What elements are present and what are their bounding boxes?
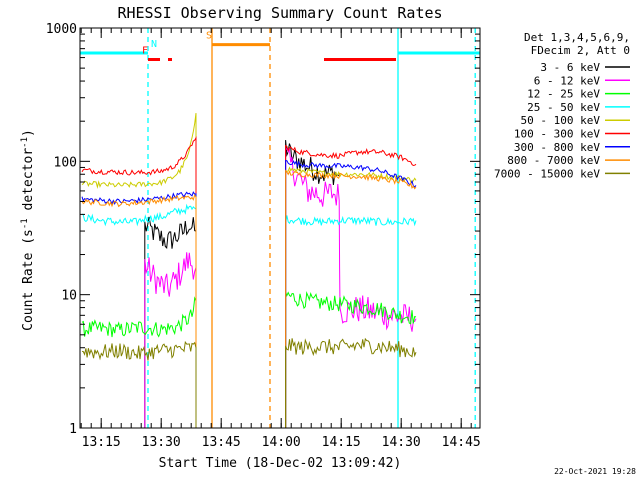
series-line-7-post xyxy=(285,169,417,428)
event-bar-label-4: S xyxy=(206,31,212,42)
legend-label-8: 7000 - 15000 keV xyxy=(494,167,600,180)
series-line-1-post xyxy=(285,147,417,428)
y-tick-label-3: 1000 xyxy=(46,22,77,37)
legend-label-5: 100 - 300 keV xyxy=(514,128,600,141)
x-tick-label-3: 14:00 xyxy=(262,435,301,450)
series-line-8-post xyxy=(285,337,417,428)
footer-date: 22-Oct-2021 19:28 xyxy=(554,467,636,476)
series-line-7-pre xyxy=(81,193,197,428)
series-line-3-post xyxy=(285,215,417,428)
legend-label-4: 50 - 100 keV xyxy=(521,114,601,127)
y-label-part2: detector xyxy=(21,148,36,219)
x-tick-label-6: 14:45 xyxy=(442,435,481,450)
series-line-1-pre xyxy=(144,252,197,428)
legend-label-0: 3 - 6 keV xyxy=(540,61,600,74)
series-line-3-pre xyxy=(81,203,197,428)
event-bar-label-2: F xyxy=(142,46,148,57)
y-tick-label-2: 100 xyxy=(54,155,77,170)
plot-area xyxy=(80,28,480,428)
series-line-6-post xyxy=(285,160,417,428)
y-label-part3: ) xyxy=(21,129,36,137)
legend-header-1: FDecim 2, Att 0 xyxy=(531,44,630,57)
chart-title: RHESSI Observing Summary Count Rates xyxy=(117,4,442,22)
legend-label-7: 800 - 7000 keV xyxy=(507,154,600,167)
x-tick-label-0: 13:15 xyxy=(82,435,121,450)
x-tick-label-2: 13:45 xyxy=(202,435,241,450)
y-label-sup2: -1 xyxy=(20,137,30,148)
x-tick-label-1: 13:30 xyxy=(142,435,181,450)
x-tick-label-4: 14:15 xyxy=(322,435,361,450)
series-line-8-pre xyxy=(81,340,197,428)
data-layer: NF S xyxy=(80,28,480,428)
legend-header-0: Det 1,3,4,5,6,9, xyxy=(524,31,630,44)
y-axis-label: Count Rate (s-1 detector-1) xyxy=(20,129,36,331)
y-tick-label-1: 10 xyxy=(61,289,77,304)
series-line-5-post xyxy=(285,144,417,428)
legend-label-2: 12 - 25 keV xyxy=(527,88,600,101)
legend: Det 1,3,4,5,6,9,FDecim 2, Att 0 3 - 6 keV… xyxy=(494,31,630,180)
y-label-sup1: -1 xyxy=(20,218,30,229)
legend-label-6: 300 - 800 keV xyxy=(514,141,600,154)
plot-frame xyxy=(79,27,481,429)
series-line-2-pre xyxy=(81,296,197,428)
y-label-part1: Count Rate (s xyxy=(21,229,36,331)
x-tick-label-5: 14:30 xyxy=(382,435,421,450)
series-line-4-pre xyxy=(81,113,197,428)
series-line-5-pre xyxy=(81,135,197,428)
legend-label-3: 25 - 50 keV xyxy=(527,101,600,114)
legend-label-1: 6 - 12 keV xyxy=(534,74,601,87)
series-line-0-pre xyxy=(144,216,197,428)
series-line-2-post xyxy=(285,290,417,428)
frame-layer: 1 10 100 1000 13:15 13:30 13:45 14:00 14:15 14:30… xyxy=(46,22,481,450)
series-line-6-pre xyxy=(81,191,197,428)
y-tick-label-0: 1 xyxy=(69,422,77,437)
x-axis-label: Start Time (18-Dec-02 13:09:42) xyxy=(159,456,402,471)
event-bar-label-0: N xyxy=(151,39,157,50)
